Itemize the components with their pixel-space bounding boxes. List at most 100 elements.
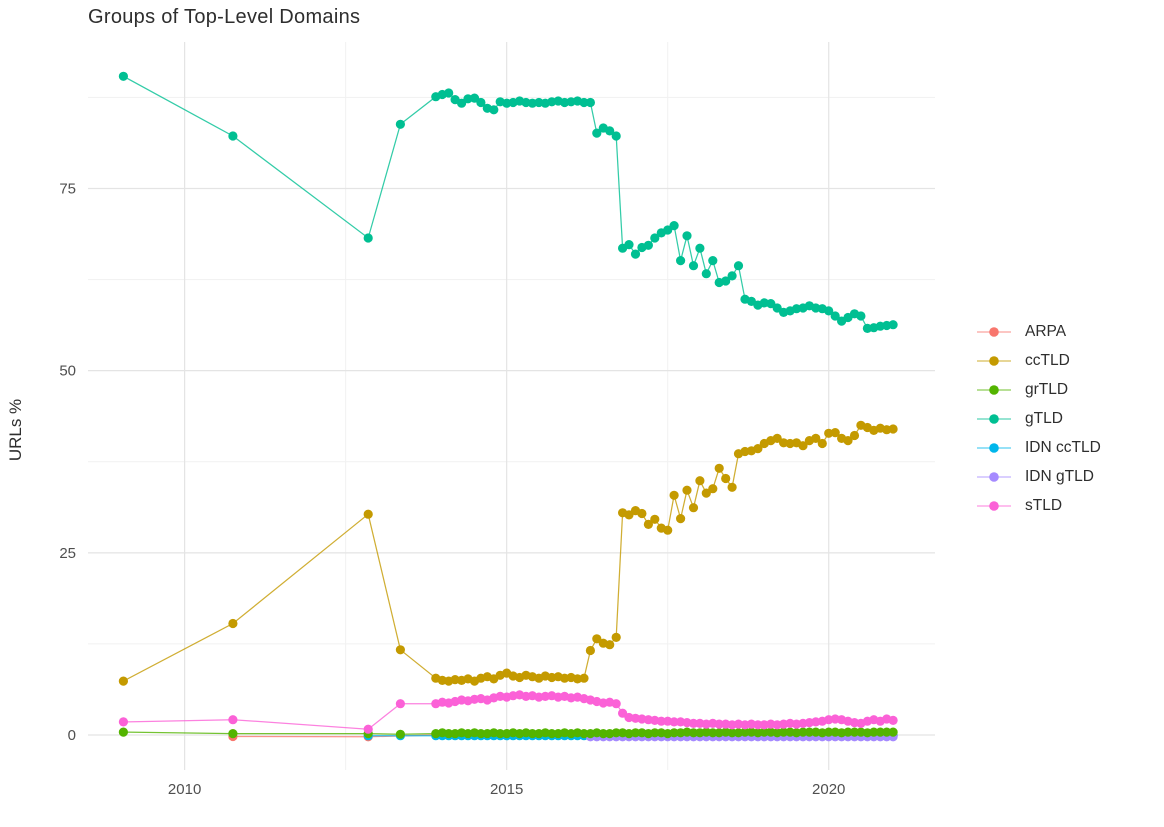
data-point <box>637 508 647 519</box>
data-point <box>469 93 480 103</box>
data-point <box>772 303 782 313</box>
data-point <box>701 488 711 498</box>
data-point <box>875 727 885 737</box>
legend-item-gTLD: gTLD <box>975 404 1101 433</box>
data-point <box>624 510 634 520</box>
data-point <box>888 715 898 726</box>
data-point <box>444 88 454 98</box>
data-point <box>395 645 405 655</box>
data-point <box>798 441 808 451</box>
series-sTLD <box>118 690 898 734</box>
x-tick-label: 2020 <box>812 781 845 798</box>
gridlines <box>88 42 935 770</box>
data-point <box>611 632 621 643</box>
data-point <box>682 231 692 241</box>
data-point <box>856 311 866 321</box>
data-point <box>688 718 699 729</box>
data-point <box>643 519 654 530</box>
legend-key-icon <box>977 326 1011 337</box>
data-point <box>363 509 373 519</box>
data-point <box>669 490 679 500</box>
data-point <box>650 233 660 243</box>
data-point <box>118 71 128 81</box>
data-point <box>650 728 660 738</box>
data-point <box>228 618 238 629</box>
y-tick-label: 50 <box>59 363 76 380</box>
data-point <box>585 97 596 108</box>
legend-item-grTLD: grTLD <box>975 375 1101 404</box>
legend-label: gTLD <box>1025 409 1063 427</box>
data-point <box>676 256 686 266</box>
legend-key-icon <box>977 500 1011 511</box>
data-point <box>824 306 834 316</box>
data-point <box>753 444 763 454</box>
data-point <box>882 727 892 737</box>
y-axis-title-text: URLs % <box>6 398 25 462</box>
series-gTLD <box>118 71 898 333</box>
legend-item-sTLD: sTLD <box>975 491 1101 520</box>
data-point <box>495 729 505 739</box>
x-tick-label: 2015 <box>490 781 523 798</box>
series-grTLD <box>118 727 898 739</box>
data-point <box>688 261 699 271</box>
chart-title: Groups of Top-Level Domains <box>88 6 361 28</box>
data-point <box>592 128 602 138</box>
data-point <box>395 729 405 739</box>
data-point <box>888 727 898 737</box>
legend-item-IDN-gTLD: IDN gTLD <box>975 462 1101 491</box>
data-point <box>663 525 673 535</box>
data-point <box>527 729 538 739</box>
data-point <box>798 727 808 737</box>
data-point <box>118 727 128 737</box>
legend-label: ARPA <box>1025 322 1067 340</box>
data-point <box>457 98 467 108</box>
data-point <box>714 719 724 729</box>
data-point <box>676 514 686 524</box>
data-point <box>849 430 860 441</box>
data-point <box>714 463 724 473</box>
data-point <box>363 233 373 243</box>
data-point <box>753 720 763 730</box>
data-point <box>579 673 589 683</box>
data-point <box>611 728 621 738</box>
data-point <box>630 728 641 738</box>
series-line <box>123 75 894 330</box>
legend-key-icon <box>977 471 1011 482</box>
data-point <box>228 729 238 739</box>
data-point <box>727 728 737 738</box>
data-point <box>888 320 898 330</box>
data-point <box>228 131 238 141</box>
legend-item-IDN-ccTLD: IDN ccTLD <box>975 433 1101 462</box>
y-tick-label: 75 <box>59 180 76 197</box>
data-point <box>605 640 615 650</box>
data-point <box>708 728 718 738</box>
legend-label: IDN ccTLD <box>1025 438 1101 456</box>
data-point <box>727 271 737 281</box>
legend-key-icon <box>977 384 1011 395</box>
data-point <box>598 729 608 739</box>
series-ccTLD <box>118 420 898 686</box>
data-point <box>772 433 782 443</box>
data-point <box>688 728 699 738</box>
data-point <box>476 97 486 108</box>
data-point <box>804 727 815 737</box>
legend-label: grTLD <box>1025 380 1069 398</box>
data-point <box>779 727 789 737</box>
data-point <box>843 727 853 737</box>
data-point <box>643 240 654 250</box>
data-point <box>843 436 853 446</box>
data-point <box>395 119 405 129</box>
legend-label: IDN gTLD <box>1025 467 1094 485</box>
data-point <box>592 634 602 644</box>
data-point <box>624 240 634 250</box>
data-point <box>740 727 750 737</box>
data-point <box>849 727 860 737</box>
data-point <box>118 676 128 686</box>
data-point <box>650 514 660 524</box>
data-point <box>669 728 679 738</box>
data-point <box>547 729 557 739</box>
data-point <box>733 261 744 271</box>
data-point <box>585 645 596 656</box>
data-point <box>830 428 840 438</box>
data-point <box>817 438 827 449</box>
